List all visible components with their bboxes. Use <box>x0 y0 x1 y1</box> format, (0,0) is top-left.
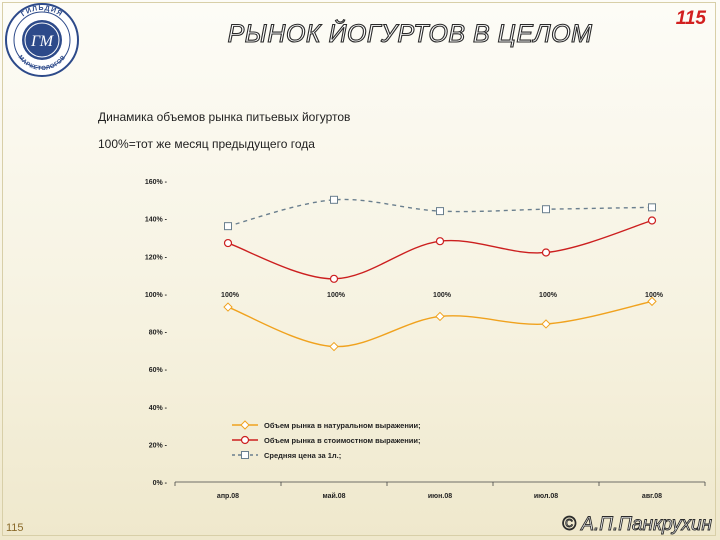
y-tick-label: 0% - <box>153 480 168 487</box>
baseline-label: 100% <box>539 292 558 299</box>
series-1-point <box>541 319 551 329</box>
x-tick-label: июн.08 <box>428 493 452 500</box>
y-tick-label: 20% - <box>149 442 168 449</box>
slide-title: РЫНОК ЙОГУРТОВ В ЦЕЛОМ <box>227 19 593 48</box>
page-number-top: 115 <box>675 8 706 29</box>
series-1-point <box>223 302 233 312</box>
y-tick-label: 80% - <box>149 330 168 337</box>
legend-marker <box>241 451 249 459</box>
legend-label: Объем рынка в натуральном выражении; <box>264 421 421 430</box>
baseline-label: 100% <box>433 292 452 299</box>
baseline-label: 100% <box>645 292 664 299</box>
x-tick-label: авг.08 <box>642 493 662 500</box>
series-1-point <box>435 311 445 322</box>
baseline-label: 100% <box>221 292 240 299</box>
baseline-label: 100% <box>327 292 346 299</box>
series-1-point <box>647 296 657 307</box>
series-2-point <box>329 274 339 283</box>
chart-description: Динамика объемов рынка питьевых йогуртов <box>98 110 351 124</box>
copyright: © А.П.Панкрухин <box>562 514 713 536</box>
x-tick-label: июл.08 <box>534 493 558 500</box>
y-tick-label: 120% - <box>145 254 168 261</box>
y-tick-label: 140% - <box>145 217 168 224</box>
series-3-point <box>542 205 550 214</box>
legend-label: Объем рынка в стоимостном выражении; <box>264 436 421 445</box>
legend-label: Средняя цена за 1л.; <box>264 451 341 460</box>
series-3-point <box>330 195 338 204</box>
y-tick-label: 100% - <box>145 292 168 299</box>
series-line-2 <box>227 219 653 280</box>
series-3-point <box>648 203 656 212</box>
y-tick-label: 40% - <box>149 405 168 412</box>
chart-note: 100%=тот же месяц предыдущего года <box>98 137 315 151</box>
page-number-bottom: 115 <box>6 522 24 534</box>
logo-monogram: ГМ <box>30 33 55 50</box>
y-tick-label: 160% - <box>145 179 168 186</box>
x-tick-label: апр.08 <box>217 493 239 500</box>
series-1-point <box>329 341 339 352</box>
legend-marker <box>240 435 250 445</box>
series-2-point <box>223 238 233 248</box>
y-tick-label: 60% - <box>149 367 168 374</box>
legend-marker <box>240 420 250 430</box>
series-line-1 <box>227 300 653 348</box>
emblem-logo-icon: ГМ ГИЛЬДИЯ МАРКЕТОЛОГОВ <box>5 3 79 77</box>
series-3-point <box>436 207 444 216</box>
series-2-point <box>435 237 445 246</box>
x-tick-label: май.08 <box>322 492 345 500</box>
series-2-point <box>647 216 657 225</box>
series-2-point <box>541 248 551 257</box>
series-3-point <box>224 222 232 231</box>
